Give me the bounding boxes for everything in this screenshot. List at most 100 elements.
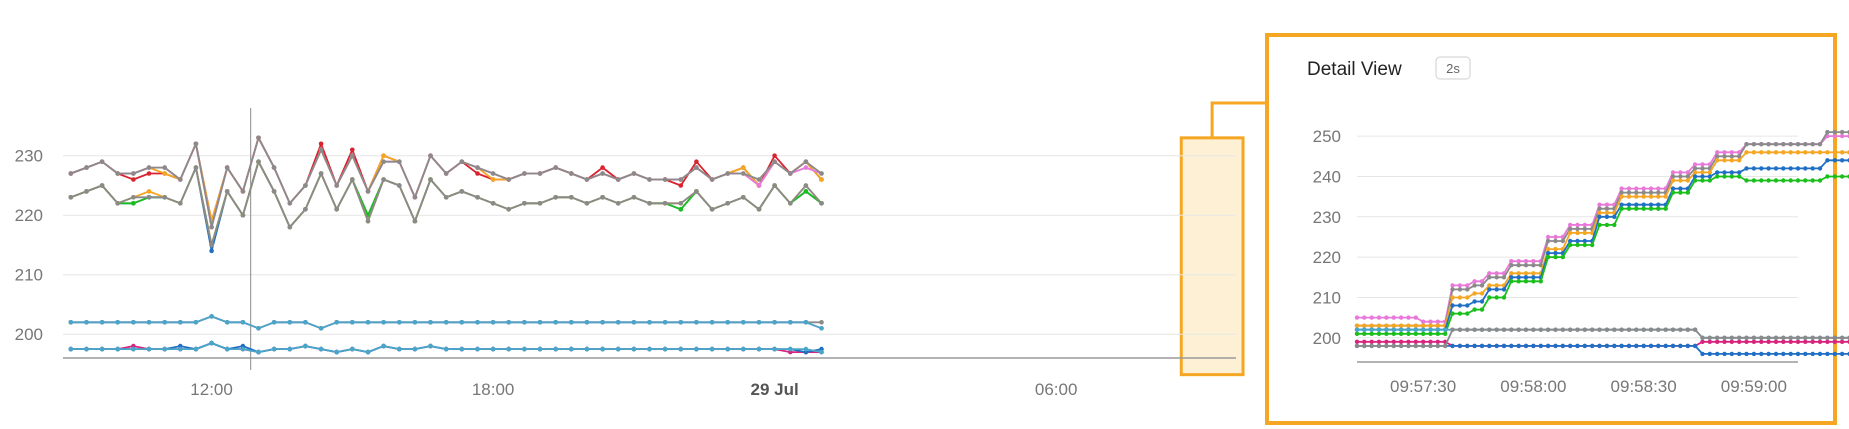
- data-point[interactable]: [459, 189, 465, 194]
- data-point[interactable]: [1729, 154, 1735, 159]
- data-point[interactable]: [1648, 186, 1654, 191]
- data-point[interactable]: [1737, 174, 1742, 179]
- data-point[interactable]: [1670, 343, 1676, 349]
- data-point[interactable]: [1832, 133, 1838, 139]
- data-point[interactable]: [1501, 287, 1507, 292]
- data-point[interactable]: [193, 320, 199, 325]
- data-point[interactable]: [803, 165, 809, 170]
- data-point[interactable]: [1744, 339, 1749, 344]
- data-point[interactable]: [1560, 254, 1566, 260]
- data-point[interactable]: [1354, 315, 1360, 320]
- data-point[interactable]: [1648, 327, 1654, 332]
- data-point[interactable]: [678, 177, 684, 182]
- data-point[interactable]: [428, 343, 433, 349]
- data-point[interactable]: [1384, 343, 1389, 349]
- data-point[interactable]: [1516, 275, 1521, 280]
- data-point[interactable]: [678, 346, 684, 352]
- data-point[interactable]: [772, 320, 777, 325]
- data-point[interactable]: [1465, 303, 1470, 308]
- data-point[interactable]: [1817, 351, 1823, 357]
- data-point[interactable]: [271, 320, 277, 325]
- data-point[interactable]: [1795, 166, 1801, 171]
- data-point[interactable]: [1457, 343, 1463, 349]
- data-point[interactable]: [1803, 335, 1808, 340]
- data-point[interactable]: [1766, 166, 1771, 171]
- data-point[interactable]: [1619, 202, 1624, 207]
- data-point[interactable]: [1663, 206, 1668, 211]
- data-point[interactable]: [1398, 315, 1404, 320]
- data-point[interactable]: [1391, 327, 1397, 332]
- data-point[interactable]: [1670, 170, 1676, 175]
- data-point[interactable]: [162, 171, 167, 176]
- data-point[interactable]: [1795, 142, 1801, 147]
- data-point[interactable]: [1810, 142, 1815, 147]
- data-point[interactable]: [1479, 283, 1485, 288]
- data-point[interactable]: [1369, 315, 1374, 320]
- data-point[interactable]: [99, 159, 105, 164]
- data-point[interactable]: [600, 195, 605, 200]
- data-point[interactable]: [1700, 162, 1705, 167]
- data-point[interactable]: [490, 320, 496, 325]
- data-point[interactable]: [1626, 194, 1632, 199]
- data-point[interactable]: [1582, 222, 1588, 228]
- data-point[interactable]: [428, 177, 433, 182]
- data-point[interactable]: [1744, 178, 1749, 183]
- data-point[interactable]: [1501, 275, 1507, 280]
- data-point[interactable]: [537, 320, 543, 325]
- data-point[interactable]: [522, 320, 527, 325]
- data-point[interactable]: [1398, 331, 1404, 336]
- data-point[interactable]: [1516, 259, 1521, 264]
- data-point[interactable]: [1773, 150, 1779, 155]
- data-point[interactable]: [1766, 351, 1771, 357]
- data-point[interactable]: [678, 201, 684, 206]
- data-point[interactable]: [1685, 174, 1691, 179]
- data-point[interactable]: [397, 346, 402, 352]
- data-point[interactable]: [1825, 339, 1830, 344]
- data-point[interactable]: [475, 195, 480, 200]
- data-point[interactable]: [1678, 178, 1683, 183]
- data-point[interactable]: [1832, 335, 1838, 340]
- data-point[interactable]: [1751, 351, 1757, 357]
- data-point[interactable]: [1369, 331, 1374, 336]
- data-point[interactable]: [365, 189, 371, 194]
- data-point[interactable]: [381, 177, 386, 182]
- data-point[interactable]: [68, 171, 74, 176]
- data-point[interactable]: [756, 320, 762, 325]
- data-point[interactable]: [1384, 323, 1389, 328]
- data-point[interactable]: [1509, 275, 1514, 280]
- data-point[interactable]: [1479, 343, 1485, 349]
- data-point[interactable]: [459, 346, 465, 352]
- data-point[interactable]: [1494, 295, 1499, 300]
- data-point[interactable]: [1413, 343, 1419, 349]
- data-point[interactable]: [162, 195, 167, 200]
- data-point[interactable]: [819, 177, 824, 182]
- data-point[interactable]: [146, 195, 152, 200]
- data-point[interactable]: [1516, 327, 1521, 332]
- data-point[interactable]: [1590, 327, 1595, 332]
- data-point[interactable]: [1744, 335, 1749, 340]
- data-point[interactable]: [1545, 327, 1551, 332]
- data-point[interactable]: [350, 346, 355, 352]
- data-point[interactable]: [146, 320, 152, 325]
- data-point[interactable]: [1545, 343, 1551, 349]
- data-point[interactable]: [381, 320, 386, 325]
- data-point[interactable]: [1839, 335, 1845, 340]
- data-point[interactable]: [1692, 343, 1698, 349]
- data-point[interactable]: [1619, 343, 1624, 349]
- data-point[interactable]: [1545, 246, 1551, 252]
- data-point[interactable]: [1575, 222, 1580, 228]
- data-point[interactable]: [1641, 327, 1646, 332]
- data-point[interactable]: [600, 320, 605, 325]
- data-point[interactable]: [1751, 150, 1757, 155]
- data-point[interactable]: [334, 207, 340, 212]
- data-point[interactable]: [1362, 339, 1367, 344]
- data-point[interactable]: [224, 189, 230, 194]
- data-point[interactable]: [1722, 150, 1727, 155]
- data-point[interactable]: [1538, 327, 1544, 332]
- data-point[interactable]: [1663, 327, 1668, 332]
- data-point[interactable]: [1472, 283, 1477, 288]
- data-point[interactable]: [1700, 335, 1705, 340]
- data-point[interactable]: [772, 346, 777, 352]
- data-point[interactable]: [1670, 186, 1676, 191]
- data-point[interactable]: [287, 346, 293, 352]
